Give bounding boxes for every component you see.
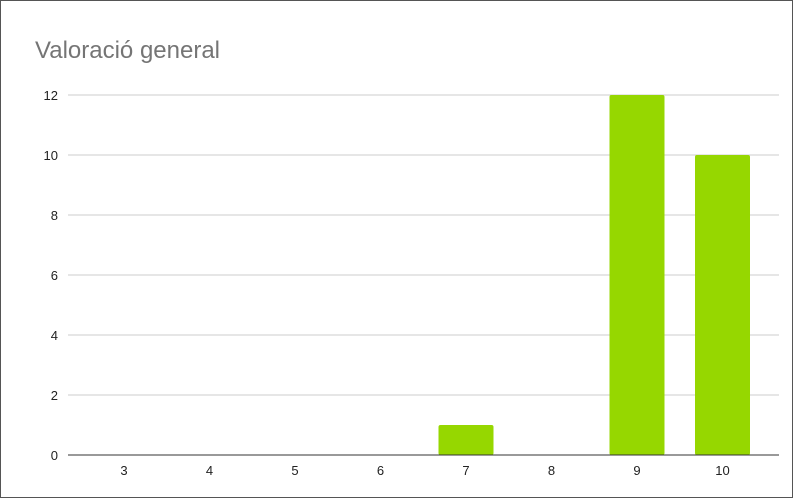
x-tick-label: 9 (633, 463, 640, 478)
y-tick-label: 0 (51, 448, 58, 463)
y-tick-label: 6 (51, 268, 58, 283)
x-tick-label: 8 (548, 463, 555, 478)
x-tick-label: 4 (206, 463, 213, 478)
x-tick-label: 7 (462, 463, 469, 478)
y-tick-label: 10 (44, 148, 58, 163)
x-tick-label: 10 (715, 463, 729, 478)
y-tick-label: 4 (51, 328, 58, 343)
x-tick-label: 6 (377, 463, 384, 478)
y-tick-label: 2 (51, 388, 58, 403)
chart-title: Valoració general (35, 37, 221, 64)
x-tick-label: 5 (291, 463, 298, 478)
bar-7 (438, 425, 494, 455)
y-axis-ticks: 0 2 4 6 8 10 12 (44, 88, 58, 463)
bar-10 (695, 155, 750, 455)
bar-9 (609, 95, 665, 455)
x-tick-label: 3 (120, 463, 127, 478)
y-tick-label: 12 (44, 88, 58, 103)
gridlines (68, 94, 779, 396)
x-axis-ticks: 3 4 5 6 7 8 9 10 (120, 463, 729, 478)
bars (438, 95, 750, 455)
y-tick-label: 8 (51, 208, 58, 223)
